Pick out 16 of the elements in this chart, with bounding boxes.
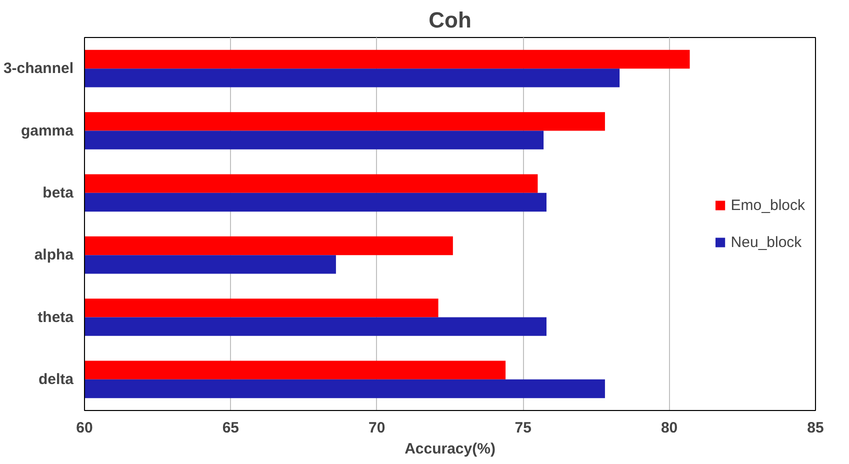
y-tick-label: gamma: [20, 122, 74, 140]
legend-label: Neu_block: [730, 234, 802, 250]
x-tick-label: 80: [660, 420, 678, 436]
y-tick-label: alpha: [34, 246, 74, 264]
x-tick-label: 75: [514, 420, 532, 436]
x-tick-label: 60: [76, 420, 93, 436]
chart-title: Coh: [428, 8, 472, 32]
x-tick-label: 65: [222, 420, 240, 436]
x-tick-label: 70: [368, 420, 386, 436]
y-tick-label: delta: [38, 370, 74, 388]
y-tick-label: beta: [42, 184, 74, 202]
x-tick-label: 85: [807, 420, 824, 436]
legend-label: Emo_block: [730, 196, 805, 214]
y-tick-label: theta: [38, 308, 74, 326]
x-axis-title: Accuracy(%): [404, 440, 496, 458]
y-tick-label: 3-channel: [3, 60, 74, 78]
